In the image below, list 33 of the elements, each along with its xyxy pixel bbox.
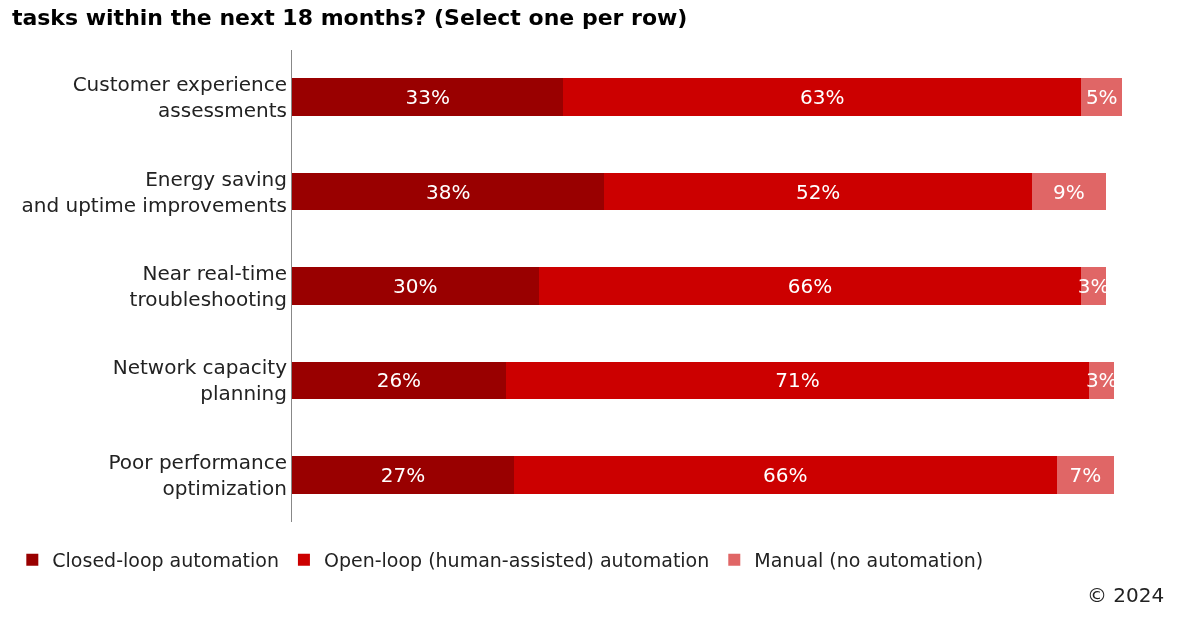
data-label: 66%: [763, 462, 808, 487]
y-tick-label: Network capacity planning: [112, 355, 288, 406]
y-tick-label: Customer experience assessments: [72, 72, 287, 123]
y-tick-label: Poor performance optimization: [108, 449, 287, 500]
y-tick-label: Energy saving and uptime improvements: [21, 166, 287, 217]
data-label: 30%: [393, 274, 438, 298]
data-label: 26%: [376, 368, 422, 393]
y-tick-label: Near real-time troubleshooting: [129, 261, 287, 311]
bar: [292, 361, 506, 400]
chart-title: tasks within the next 18 months? (Select one per row): [11, 4, 688, 30]
data-label: 38%: [425, 179, 471, 204]
data-label: 66%: [787, 274, 833, 298]
bar: [1031, 172, 1106, 211]
bar: [513, 455, 1057, 494]
data-label: 33%: [405, 85, 450, 110]
bar: [292, 172, 605, 211]
bar: [292, 267, 539, 305]
bar: [292, 78, 564, 117]
bar: [604, 172, 1032, 211]
bar: [563, 78, 1082, 117]
legend-label: Closed-loop automation: [52, 549, 279, 572]
legend-label: Manual (no automation): [754, 549, 984, 572]
data-label: 5%: [1085, 85, 1118, 110]
data-label: 9%: [1053, 179, 1085, 204]
data-label: 7%: [1069, 462, 1102, 487]
data-label: 63%: [800, 85, 845, 110]
data-label: 52%: [795, 179, 841, 204]
data-label: 71%: [775, 368, 820, 393]
bar: [292, 455, 514, 494]
legend-label: Open-loop (human-assisted) automation: [323, 549, 710, 572]
data-label: 27%: [380, 462, 426, 487]
text: © 2024: [1087, 583, 1165, 607]
bar: [1056, 455, 1115, 494]
